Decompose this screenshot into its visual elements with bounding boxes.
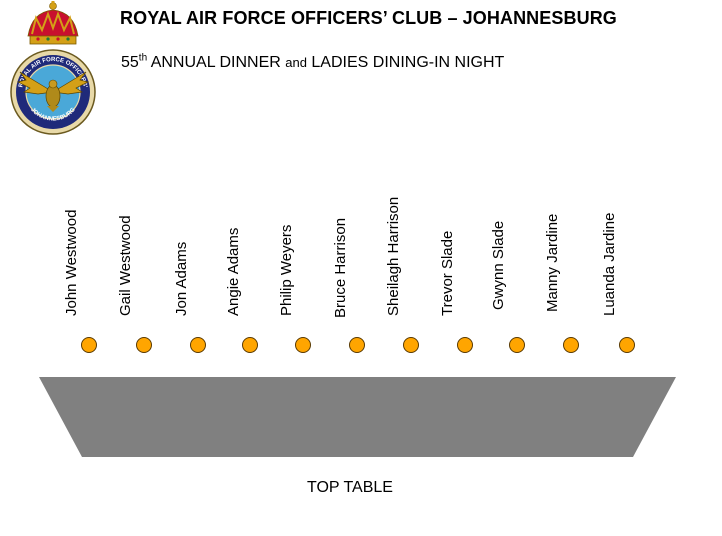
seat-marker: [457, 337, 473, 353]
page-subtitle: 55th ANNUAL DINNER and LADIES DINING-IN …: [121, 52, 505, 71]
eagle-icon: [16, 71, 90, 112]
crown-icon: [27, 1, 79, 45]
page-title: ROYAL AIR FORCE OFFICERS’ CLUB – JOHANNE…: [120, 8, 617, 28]
seat-marker: [403, 337, 419, 353]
seat-marker: [242, 337, 258, 353]
raf-officers-club-logo: ROYAL AIR FORCE OFFICERS' JOHANNESBURG: [10, 1, 96, 135]
seat-marker: [563, 337, 579, 353]
seat-marker: [295, 337, 311, 353]
seat-marker: [190, 337, 206, 353]
seat-marker: [619, 337, 635, 353]
seat-marker: [136, 337, 152, 353]
top-table-label: TOP TABLE: [307, 479, 393, 496]
seat-marker: [509, 337, 525, 353]
seat-marker: [349, 337, 365, 353]
seat-marker: [81, 337, 97, 353]
